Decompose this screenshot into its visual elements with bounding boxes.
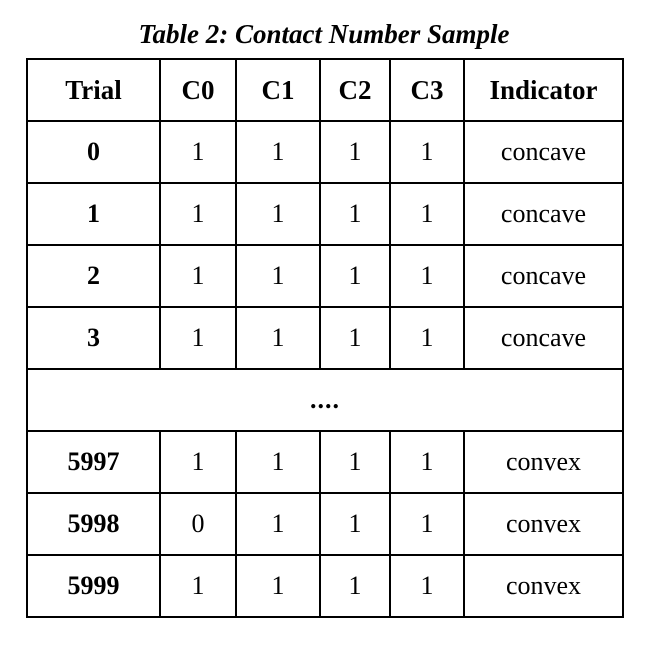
ellipsis-cell: .... [26, 368, 624, 432]
indicator-cell: concave [463, 306, 624, 370]
c0-cell: 1 [159, 244, 237, 308]
header-c0: C0 [159, 58, 237, 122]
indicator-cell: concave [463, 244, 624, 308]
indicator-cell: convex [463, 430, 624, 494]
c2-cell: 1 [319, 492, 391, 556]
indicator-cell: concave [463, 182, 624, 246]
c2-cell: 1 [319, 554, 391, 618]
c1-cell: 1 [235, 244, 321, 308]
c3-cell: 1 [389, 430, 465, 494]
contact-number-table: Trial C0 C1 C2 C3 Indicator 0 1 1 1 1 co… [26, 58, 624, 618]
header-row: Trial C0 C1 C2 C3 Indicator [26, 58, 624, 122]
c2-cell: 1 [319, 182, 391, 246]
table-row: 5997 1 1 1 1 convex [26, 430, 624, 494]
c1-cell: 1 [235, 554, 321, 618]
header-c2: C2 [319, 58, 391, 122]
table-row: 3 1 1 1 1 concave [26, 306, 624, 370]
c2-cell: 1 [319, 244, 391, 308]
header-indicator: Indicator [463, 58, 624, 122]
trial-cell: 5998 [26, 492, 161, 556]
trial-cell: 3 [26, 306, 161, 370]
header-trial: Trial [26, 58, 161, 122]
header-c3: C3 [389, 58, 465, 122]
c3-cell: 1 [389, 244, 465, 308]
table-header: Trial C0 C1 C2 C3 Indicator [26, 58, 624, 122]
c0-cell: 1 [159, 554, 237, 618]
c0-cell: 1 [159, 120, 237, 184]
table-row: 1 1 1 1 1 concave [26, 182, 624, 246]
table-row: 0 1 1 1 1 concave [26, 120, 624, 184]
c1-cell: 1 [235, 430, 321, 494]
header-c1: C1 [235, 58, 321, 122]
c0-cell: 1 [159, 306, 237, 370]
c1-cell: 1 [235, 492, 321, 556]
trial-cell: 5999 [26, 554, 161, 618]
c3-cell: 1 [389, 492, 465, 556]
indicator-cell: concave [463, 120, 624, 184]
table-body: 0 1 1 1 1 concave 1 1 1 1 1 concave 2 1 … [26, 120, 624, 618]
c3-cell: 1 [389, 554, 465, 618]
trial-cell: 5997 [26, 430, 161, 494]
table-row: 2 1 1 1 1 concave [26, 244, 624, 308]
trial-cell: 1 [26, 182, 161, 246]
table-row: 5998 0 1 1 1 convex [26, 492, 624, 556]
c2-cell: 1 [319, 430, 391, 494]
c3-cell: 1 [389, 182, 465, 246]
c3-cell: 1 [389, 306, 465, 370]
table-row: 5999 1 1 1 1 convex [26, 554, 624, 618]
trial-cell: 2 [26, 244, 161, 308]
c3-cell: 1 [389, 120, 465, 184]
trial-cell: 0 [26, 120, 161, 184]
indicator-cell: convex [463, 492, 624, 556]
table-caption: Table 2: Contact Number Sample [138, 19, 510, 49]
ellipsis-row: .... [26, 368, 624, 432]
c2-cell: 1 [319, 120, 391, 184]
c0-cell: 1 [159, 182, 237, 246]
c2-cell: 1 [319, 306, 391, 370]
c0-cell: 0 [159, 492, 237, 556]
c1-cell: 1 [235, 182, 321, 246]
c1-cell: 1 [235, 120, 321, 184]
c0-cell: 1 [159, 430, 237, 494]
c1-cell: 1 [235, 306, 321, 370]
indicator-cell: convex [463, 554, 624, 618]
